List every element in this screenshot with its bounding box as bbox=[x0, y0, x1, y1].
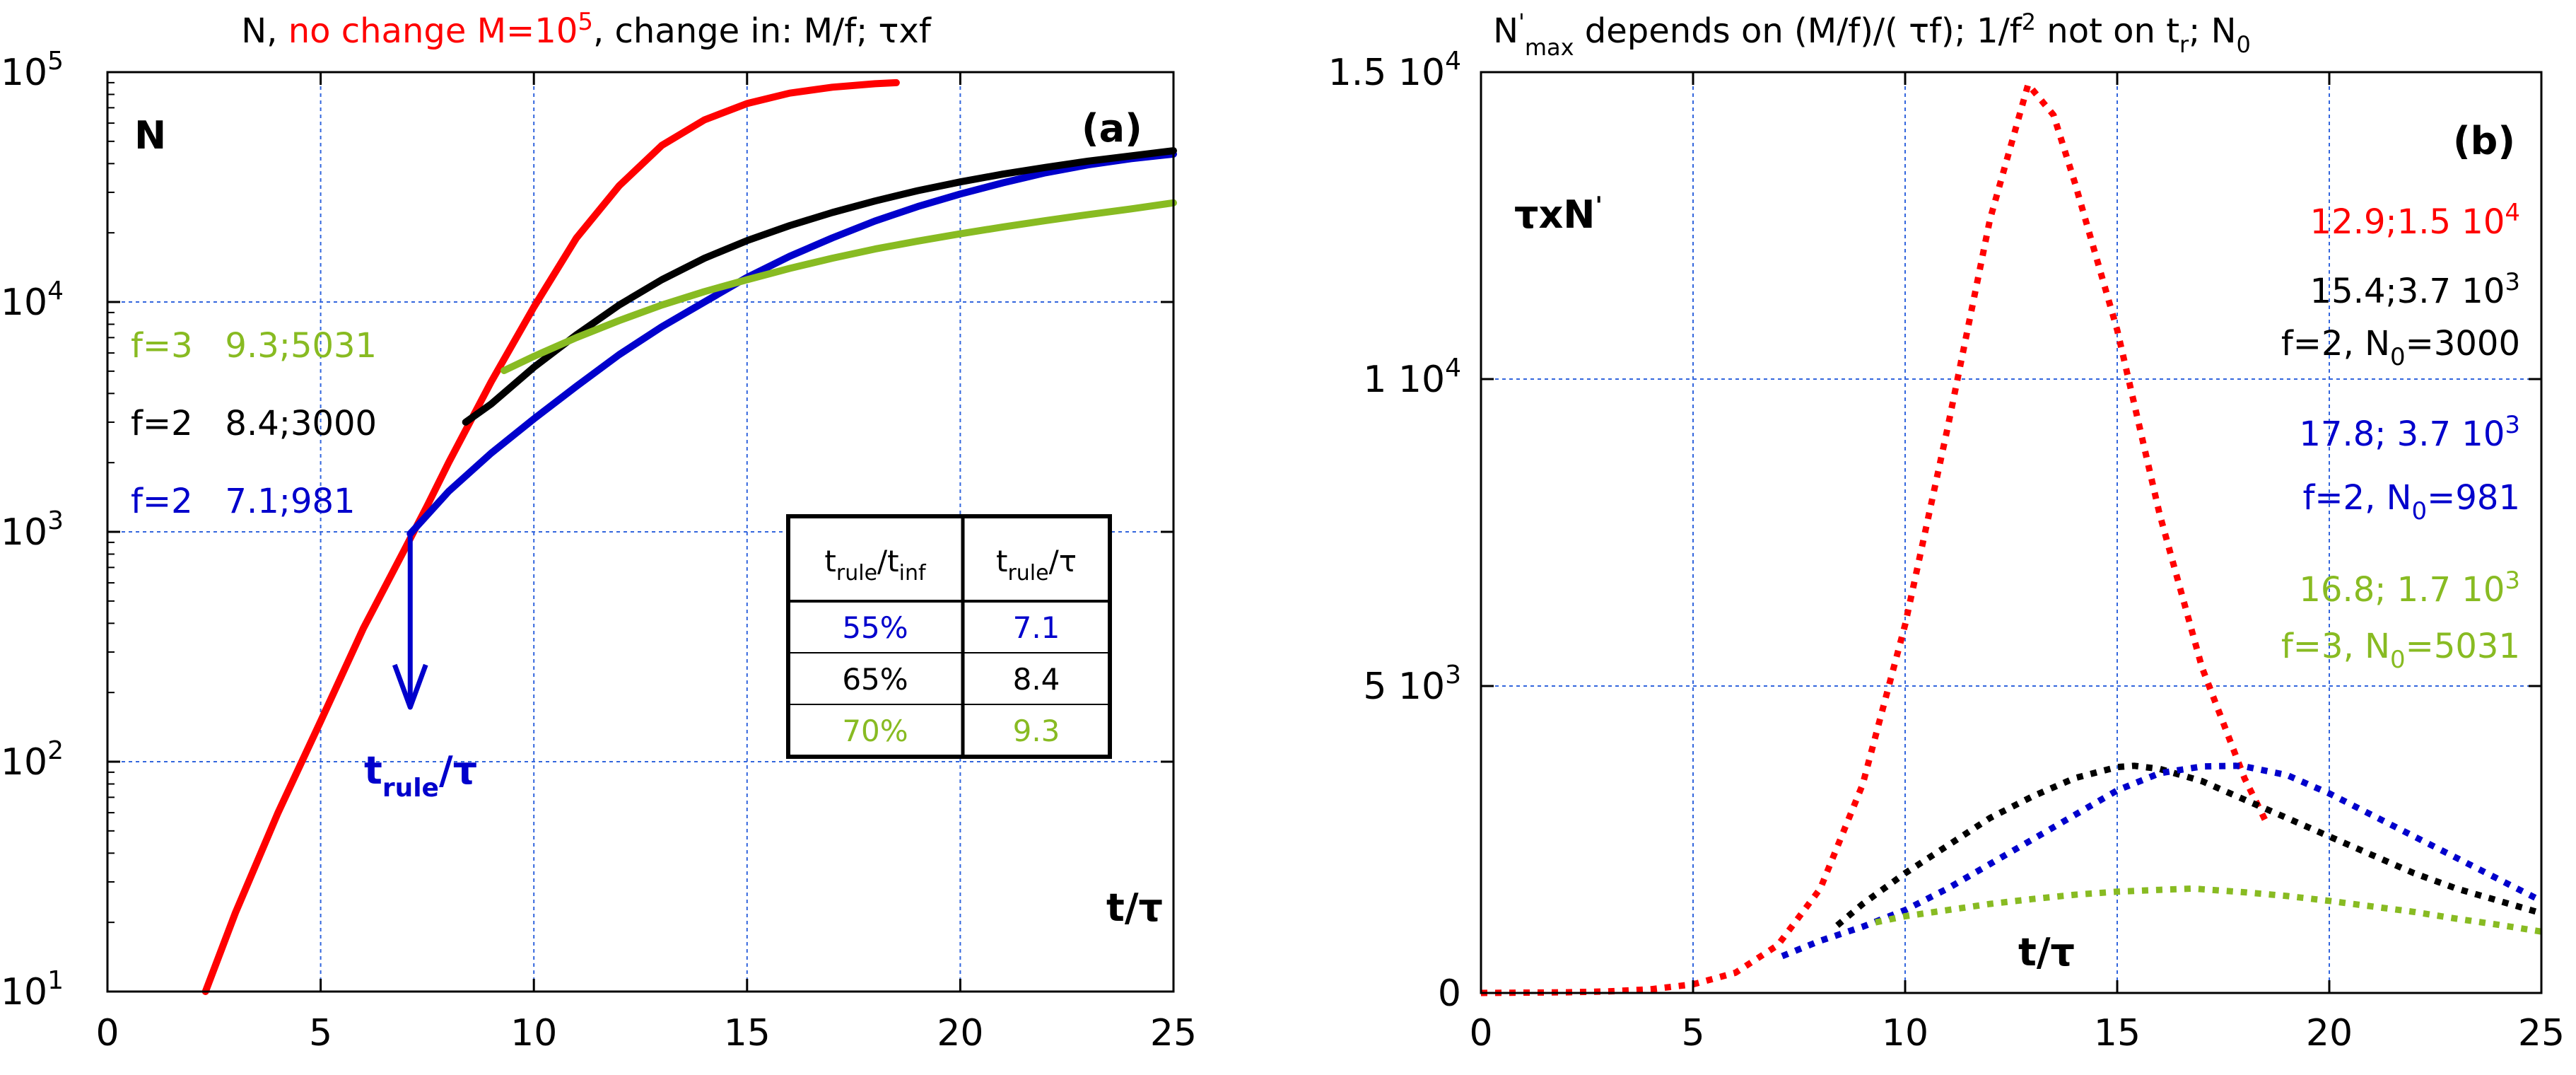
table-cell-70: 70% bbox=[842, 714, 908, 748]
y-tick-label: 101 bbox=[1, 966, 64, 1013]
panel-b-frame bbox=[1480, 71, 2543, 994]
x-tick-label: 10 bbox=[510, 1012, 557, 1054]
series-dotted-b-2 bbox=[1781, 762, 2543, 960]
x-tick-label: 10 bbox=[1882, 1012, 1928, 1054]
x-tick-label: 15 bbox=[2094, 1012, 2141, 1054]
x-tick-label: 5 bbox=[1681, 1012, 1704, 1054]
panel-b: N'max depends on (M/f)/( τf); 1/f2 not o… bbox=[1328, 8, 2565, 1054]
panel-b-grid bbox=[1481, 72, 2541, 993]
panel-a-title-highlight: no change M=10 bbox=[288, 11, 578, 51]
panel-a: N, no change M=105, change in: M/f; τxf … bbox=[1, 8, 1197, 1054]
series-dotted-b-0 bbox=[1480, 81, 2269, 996]
panel-a-arrow bbox=[392, 532, 428, 710]
panel-a-ticks: 0 5 10 15 20 25 101 102 103 104 105 bbox=[1, 47, 1197, 1054]
annotation-green-params: f=3, N0=5031 bbox=[2281, 627, 2520, 674]
x-tick-label: 25 bbox=[2518, 1012, 2565, 1054]
y-tick-label: 1.5 104 bbox=[1328, 47, 1461, 94]
arrow-head bbox=[392, 663, 428, 710]
y-tick-label: 104 bbox=[1, 277, 64, 324]
panel-a-xlabel: t/τ bbox=[1106, 885, 1163, 930]
panel-b-annotations: 12.9;1.5 104 15.4;3.7 103 f=2, N0=3000 1… bbox=[2281, 199, 2520, 674]
x-tick-label: 5 bbox=[309, 1012, 332, 1054]
panel-a-title: N, no change M=105, change in: M/f; τxf bbox=[241, 8, 932, 51]
table-frame bbox=[786, 514, 1112, 759]
table-cell-9-3: 9.3 bbox=[1013, 714, 1060, 748]
annotation-red-peak: 12.9;1.5 104 bbox=[2310, 199, 2520, 242]
series-line-a-1 bbox=[406, 150, 1177, 538]
panel-b-ticks: 0 5 10 15 20 25 0 5 103 1 104 1.5 104 bbox=[1328, 47, 2565, 1054]
annotation-black-peak: 15.4;3.7 103 bbox=[2310, 268, 2520, 311]
panel-b-xlabel: t/τ bbox=[2018, 930, 2075, 975]
series-line-a-2 bbox=[462, 147, 1177, 426]
panel-a-series bbox=[201, 79, 1177, 995]
series-line-a-0 bbox=[201, 79, 900, 995]
panel-a-arrow-label: trule/τ bbox=[364, 748, 477, 803]
x-tick-label: 15 bbox=[724, 1012, 771, 1054]
table-cell-55: 55% bbox=[842, 610, 908, 645]
y-tick-label: 105 bbox=[1, 47, 64, 94]
annotation-blue-params: f=2, N0=981 bbox=[2302, 478, 2520, 525]
x-tick-label: 25 bbox=[1150, 1012, 1197, 1054]
series-dotted-b-1 bbox=[1835, 762, 2543, 928]
annotation-green-peak: 16.8; 1.7 103 bbox=[2299, 566, 2520, 610]
panel-b-ylabel: τxN' bbox=[1514, 192, 1603, 237]
table-header-1: trule/tinf bbox=[824, 544, 927, 586]
table-cell-7-1: 7.1 bbox=[1013, 610, 1060, 645]
y-tick-label: 0 bbox=[1438, 972, 1461, 1015]
series-line-a-3 bbox=[500, 199, 1177, 374]
annotation-blue-peak: 17.8; 3.7 103 bbox=[2299, 411, 2520, 454]
table-cell-65: 65% bbox=[842, 662, 908, 697]
panel-a-label: (a) bbox=[1082, 106, 1142, 151]
panel-b-label: (b) bbox=[2453, 119, 2515, 163]
table-header-2: trule/τ bbox=[996, 544, 1077, 586]
y-tick-label: 102 bbox=[1, 736, 64, 784]
panel-a-annotation-f2-3000: f=2 8.4;3000 bbox=[131, 404, 377, 443]
x-tick-label: 20 bbox=[937, 1012, 983, 1054]
y-tick-label: 5 103 bbox=[1363, 661, 1461, 708]
x-tick-label: 0 bbox=[1469, 1012, 1492, 1054]
panel-a-ylabel: N bbox=[134, 113, 166, 158]
panel-a-table: trule/tinf trule/τ 55% 7.1 65% 8.4 70% 9… bbox=[786, 514, 1112, 759]
panel-a-title-highlight-sup: 5 bbox=[578, 8, 593, 36]
annotation-black-params: f=2, N0=3000 bbox=[2281, 324, 2520, 371]
panel-b-series bbox=[1480, 81, 2543, 996]
panel-b-title: N'max depends on (M/f)/( τf); 1/f2 not o… bbox=[1493, 8, 2251, 61]
series-dotted-b-3 bbox=[1875, 885, 2542, 935]
x-tick-label: 20 bbox=[2306, 1012, 2353, 1054]
y-tick-label: 1 104 bbox=[1363, 354, 1461, 401]
panel-a-annotation-f3: f=3 9.3;5031 bbox=[131, 326, 377, 366]
y-tick-label: 103 bbox=[1, 506, 64, 554]
x-tick-label: 0 bbox=[95, 1012, 119, 1054]
table-cell-8-4: 8.4 bbox=[1013, 662, 1060, 697]
panel-a-annotation-f2-981: f=2 7.1;981 bbox=[131, 482, 356, 521]
